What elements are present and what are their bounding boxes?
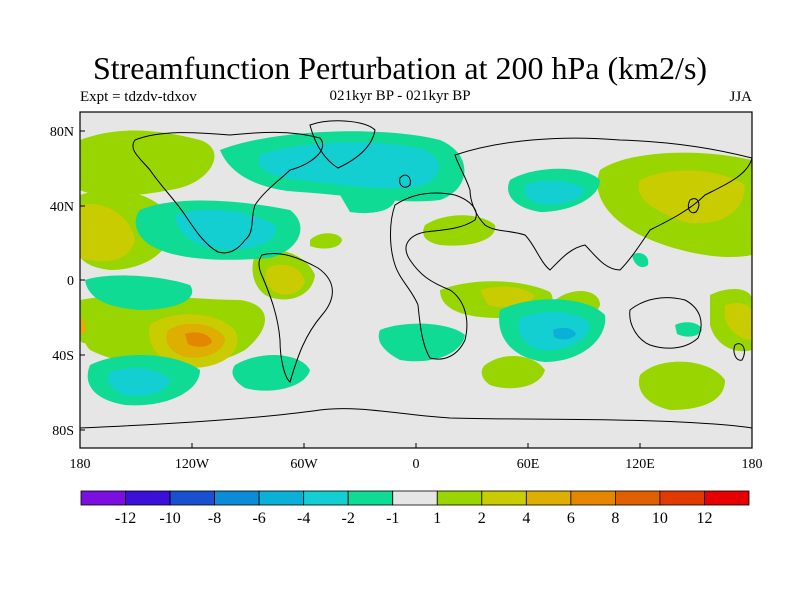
colorbar-box (481, 490, 527, 506)
colorbar-label: -10 (159, 510, 180, 527)
asia-coast (454, 137, 752, 271)
contour-region (80, 204, 135, 262)
contour-region (480, 286, 535, 308)
australia-coast (629, 297, 702, 349)
contour-region (725, 302, 752, 340)
tick-marks (79, 130, 753, 448)
colorbar-box (80, 490, 126, 506)
experiment-label: Expt = tdzdv-tdxov (80, 89, 197, 105)
colorbar-box (525, 490, 572, 506)
colorbar-label: -12 (115, 510, 136, 527)
y-tick-label: 80S (52, 424, 74, 439)
contour-region (524, 180, 585, 205)
contour-region (85, 275, 193, 310)
japan-coast (687, 198, 700, 214)
figure-title: Streamfunction Perturbation at 200 hPa (… (92, 50, 708, 86)
x-tick-label: 120W (175, 457, 210, 472)
south-america-coast (258, 253, 333, 383)
colorbar-box (570, 490, 616, 506)
contour-region (185, 332, 212, 347)
antarctica-coast (80, 408, 752, 429)
colorbar-box (347, 490, 394, 506)
colorbar-box (392, 490, 438, 506)
contour-region (232, 354, 310, 391)
colorbar-label: 4 (522, 510, 530, 527)
contour-region (258, 142, 440, 189)
contour-region (80, 318, 87, 334)
colorbar-box (303, 490, 349, 506)
y-tick-label: 40N (50, 200, 74, 215)
contour-region (80, 130, 215, 196)
colorbar-label: 2 (478, 510, 486, 527)
colorbar-box (615, 490, 661, 506)
x-tick-label: 180 (742, 457, 763, 472)
season-label: JJA (729, 89, 752, 105)
x-tick-label: 60E (517, 457, 540, 472)
colorbar-box (436, 490, 483, 506)
colorbar-label: 1 (433, 510, 441, 527)
contour-region (423, 215, 496, 246)
contour-region (675, 322, 702, 337)
y-tick-label: 0 (67, 274, 74, 289)
contour-region (632, 253, 649, 268)
coastlines (80, 120, 752, 429)
contour-region (340, 190, 395, 214)
x-tick-label: 60W (290, 457, 318, 472)
colorbar-box (659, 490, 705, 506)
greenland-coast (309, 120, 376, 169)
y-tick-label: 40S (52, 349, 74, 364)
contour-region (108, 368, 170, 396)
y-tick-label: 80N (50, 125, 74, 140)
colorbar-label: -8 (208, 510, 221, 527)
period-label: 021kyr BP - 021kyr BP (329, 88, 471, 104)
colorbar-box (169, 490, 215, 506)
colorbar-label: 6 (567, 510, 575, 527)
uk-coast (399, 174, 411, 188)
colorbar-label: -1 (386, 510, 399, 527)
x-tick-label: 120E (625, 457, 655, 472)
contour-region (378, 323, 465, 362)
colorbar-label: -2 (342, 510, 355, 527)
y-tick-labels: 80N 40N 0 40S 80S (50, 125, 74, 439)
colorbar-label: -6 (252, 510, 265, 527)
contour-region (310, 233, 342, 249)
contour-region (638, 361, 725, 410)
colorbar-label: 8 (611, 510, 619, 527)
new-zealand-coast (733, 343, 745, 361)
colorbar-label: 12 (696, 510, 712, 527)
north-america-coast (132, 131, 323, 254)
colorbar-label: 10 (652, 510, 668, 527)
colorbar-labels: -12 -10 -8 -6 -4 -2 -1 1 2 4 6 8 10 12 (115, 510, 713, 527)
x-tick-label: 0 (413, 457, 420, 472)
x-tick-labels: 180 120W 60W 0 60E 120E 180 (70, 457, 763, 472)
colorbar-box (214, 490, 260, 506)
contour-fills (80, 130, 752, 410)
colorbar-box (125, 490, 171, 506)
contour-region (553, 327, 576, 340)
colorbar-box (704, 490, 750, 506)
map-panel (79, 111, 753, 449)
colorbar (80, 490, 750, 506)
contour-region (638, 170, 745, 224)
contour-region (481, 355, 545, 389)
colorbar-box (258, 490, 305, 506)
contour-region (265, 264, 305, 295)
colorbar-label: -4 (297, 510, 310, 527)
x-tick-label: 180 (70, 457, 91, 472)
contour-region (175, 209, 276, 250)
